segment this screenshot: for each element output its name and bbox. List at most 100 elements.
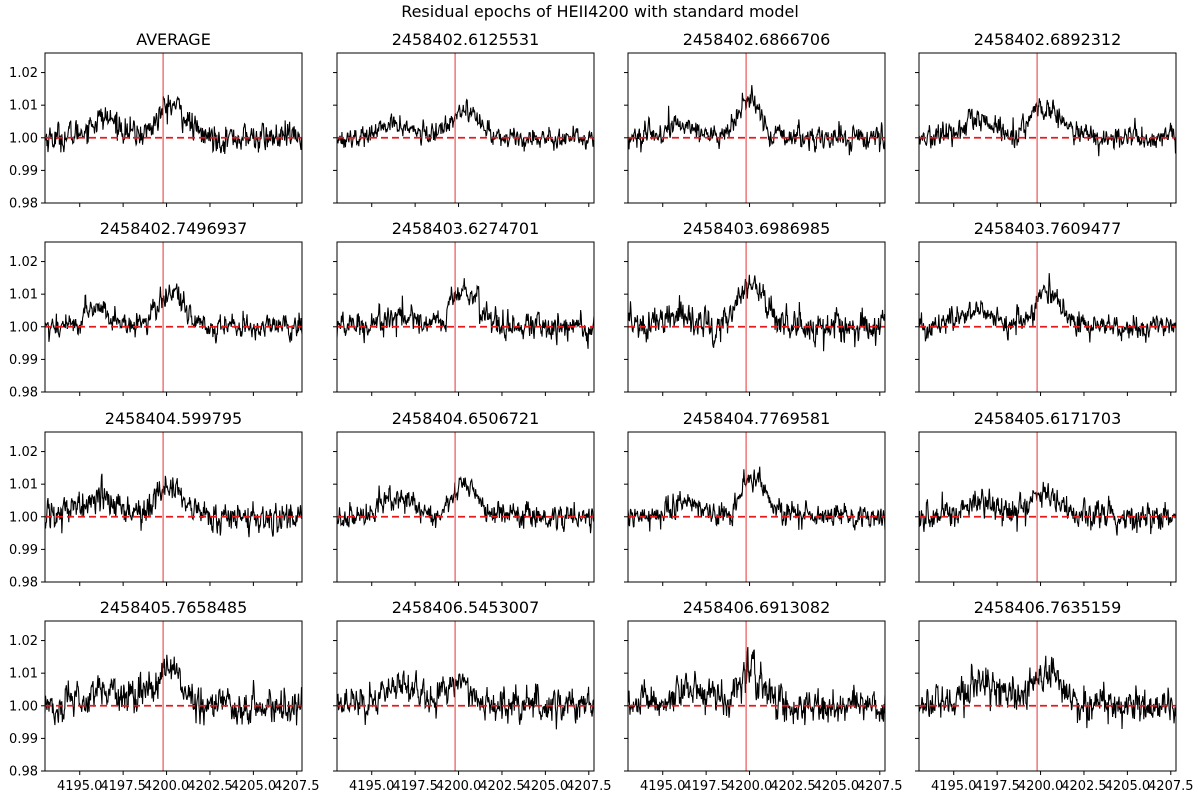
- y-tick-label: 0.99: [9, 164, 38, 179]
- x-tick-label: 4202.5: [187, 779, 233, 794]
- y-tick-label: 1.01: [9, 99, 38, 114]
- x-tick-label: 4195.0: [349, 779, 395, 794]
- residual-series-line: [628, 274, 885, 352]
- panel-title: 2458406.5453007: [392, 598, 540, 617]
- x-tick-label: 4197.5: [392, 779, 438, 794]
- panel-title: 2458403.6274701: [392, 219, 540, 238]
- y-tick-label: 1.00: [9, 510, 38, 525]
- panel: 2458405.6171703: [915, 409, 1177, 586]
- residual-series-line: [628, 466, 885, 532]
- panel-title: 2458402.7496937: [100, 219, 248, 238]
- y-tick-label: 1.01: [9, 478, 38, 493]
- panel-title: 2458402.6125531: [392, 30, 540, 49]
- y-tick-label: 0.99: [9, 353, 38, 368]
- y-tick-label: 0.99: [9, 543, 38, 558]
- panel-frame: [918, 241, 1177, 393]
- x-tick-label: 4195.0: [640, 779, 686, 794]
- residual-series-line: [919, 273, 1176, 343]
- x-tick-label: 4207.5: [857, 779, 903, 794]
- x-tick-label: 4197.5: [100, 779, 146, 794]
- panel-frame: [627, 241, 886, 393]
- residual-series-line: [45, 94, 302, 154]
- x-tick-label: 4205.0: [523, 779, 569, 794]
- panel-title: 2458406.7635159: [974, 598, 1122, 617]
- panel: 2458402.6892312: [915, 30, 1177, 207]
- y-tick-label: 1.02: [9, 445, 38, 460]
- panel-frame: [918, 431, 1177, 583]
- panel: 2458406.76351594195.04197.54200.04202.54…: [915, 598, 1194, 794]
- x-tick-label: 4207.5: [566, 779, 612, 794]
- panel-frame: [336, 241, 595, 393]
- x-tick-label: 4200.0: [436, 779, 482, 794]
- residual-series-line: [45, 654, 302, 726]
- x-tick-label: 4202.5: [1061, 779, 1107, 794]
- x-tick-label: 4200.0: [727, 779, 773, 794]
- y-tick-label: 1.00: [9, 131, 38, 146]
- y-tick-label: 0.98: [9, 765, 38, 780]
- x-tick-label: 4207.5: [1148, 779, 1194, 794]
- panel-frame: [918, 620, 1177, 772]
- panel: 2458403.6274701: [333, 219, 595, 396]
- panel: 2458404.6506721: [333, 409, 595, 586]
- panel-frame: [918, 52, 1177, 204]
- residual-series-line: [337, 475, 594, 534]
- panel-title: 2458404.7769581: [683, 409, 831, 428]
- residual-series-line: [337, 98, 594, 152]
- panel-title: 2458405.6171703: [974, 409, 1122, 428]
- panel-title: 2458404.6506721: [392, 409, 540, 428]
- x-tick-label: 4202.5: [479, 779, 525, 794]
- panel-title: 2458402.6866706: [683, 30, 831, 49]
- x-tick-label: 4200.0: [1018, 779, 1064, 794]
- panel-title: 2458404.599795: [105, 409, 242, 428]
- y-tick-label: 0.98: [9, 197, 38, 212]
- y-tick-label: 0.98: [9, 386, 38, 401]
- x-tick-label: 4205.0: [1105, 779, 1151, 794]
- panel-frame: [627, 620, 886, 772]
- residual-series-line: [628, 85, 885, 156]
- panel: 2458404.7769581: [624, 409, 886, 586]
- panel: 2458402.6125531: [333, 30, 595, 207]
- panel-frame: [44, 431, 303, 583]
- y-tick-label: 1.00: [9, 699, 38, 714]
- panel-title: 2458406.6913082: [683, 598, 831, 617]
- y-tick-label: 1.00: [9, 320, 38, 335]
- panel: 2458402.7496937 0.98 0.99 1.00 1.01 1.02: [9, 219, 303, 401]
- panel-frame: [336, 52, 595, 204]
- panel: 2458404.599795 0.98 0.99 1.00 1.01 1.02: [9, 409, 303, 591]
- y-tick-label: 1.01: [9, 667, 38, 682]
- panel-title: AVERAGE: [136, 30, 211, 49]
- y-tick-label: 0.99: [9, 732, 38, 747]
- panel-frame: [336, 431, 595, 583]
- panel-frame: [44, 52, 303, 204]
- x-tick-label: 4207.5: [274, 779, 320, 794]
- panel-title: 2458403.6986985: [683, 219, 831, 238]
- x-tick-label: 4197.5: [974, 779, 1020, 794]
- panel-frame: [44, 620, 303, 772]
- panel: AVERAGE 0.98 0.99 1.00 1.01 1.02: [9, 30, 303, 212]
- panel-title: 2458405.7658485: [100, 598, 248, 617]
- y-tick-label: 1.02: [9, 634, 38, 649]
- residual-series-line: [45, 283, 302, 344]
- residual-series-line: [337, 278, 594, 349]
- y-tick-label: 1.01: [9, 288, 38, 303]
- residual-series-line: [919, 98, 1176, 157]
- y-tick-label: 1.02: [9, 66, 38, 81]
- panel: 2458403.7609477: [915, 219, 1177, 396]
- x-tick-label: 4202.5: [770, 779, 816, 794]
- residual-series-line: [628, 646, 885, 726]
- panel: 2458402.6866706: [624, 30, 886, 207]
- panel-frame: [627, 431, 886, 583]
- x-tick-label: 4197.5: [683, 779, 729, 794]
- y-tick-label: 0.98: [9, 576, 38, 591]
- panel: 2458406.54530074195.04197.54200.04202.54…: [333, 598, 612, 794]
- figure-title: Residual epochs of HEII4200 with standar…: [401, 2, 799, 21]
- x-tick-label: 4195.0: [931, 779, 977, 794]
- panel: 2458405.76584854195.04197.54200.04202.54…: [9, 598, 319, 794]
- x-tick-label: 4200.0: [144, 779, 190, 794]
- panel-title: 2458403.7609477: [974, 219, 1122, 238]
- residual-series-line: [919, 655, 1176, 729]
- panel-frame: [627, 52, 886, 204]
